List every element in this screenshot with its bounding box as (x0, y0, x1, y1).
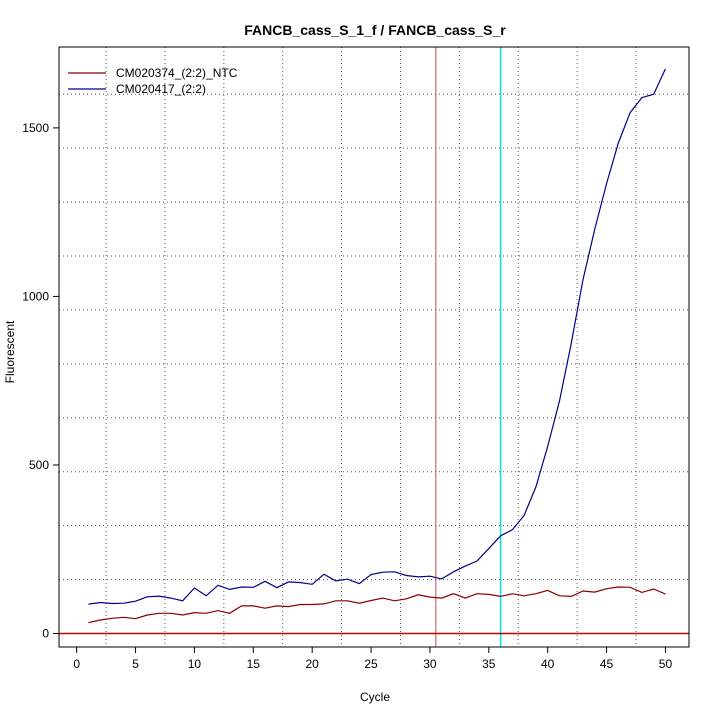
y-axis-label: Fluorescent (3, 320, 17, 383)
y-axis: 0 500 1000 1500 (22, 121, 59, 641)
y-tick-label: 500 (29, 458, 49, 472)
chart-title: FANCB_cass_S_1_f / FANCB_cass_S_r (244, 22, 506, 38)
x-tick-label: 20 (305, 657, 319, 671)
x-tick-label: 35 (482, 657, 496, 671)
legend-label: CM020417_(2:2) (116, 82, 206, 96)
legend: CM020374_(2:2)_NTC CM020417_(2:2) (68, 66, 238, 96)
series-line-2 (88, 68, 666, 605)
y-tick-label: 1000 (22, 289, 49, 303)
x-tick-label: 5 (132, 657, 139, 671)
y-tick-label: 1500 (22, 121, 49, 135)
x-axis: 0 5 10 15 20 25 30 35 40 45 50 (73, 647, 672, 671)
x-tick-label: 30 (423, 657, 437, 671)
x-tick-label: 45 (600, 657, 614, 671)
x-tick-label: 0 (73, 657, 80, 671)
plot-frame (58, 46, 690, 648)
x-tick-label: 50 (659, 657, 673, 671)
plot-area (59, 47, 689, 647)
x-tick-label: 40 (541, 657, 555, 671)
x-tick-label: 15 (247, 657, 261, 671)
y-tick-label: 0 (42, 627, 49, 641)
x-axis-label: Cycle (360, 690, 390, 704)
series-line-1 (88, 586, 666, 624)
x-tick-label: 10 (188, 657, 202, 671)
x-tick-label: 25 (364, 657, 378, 671)
legend-label: CM020374_(2:2)_NTC (116, 66, 238, 80)
